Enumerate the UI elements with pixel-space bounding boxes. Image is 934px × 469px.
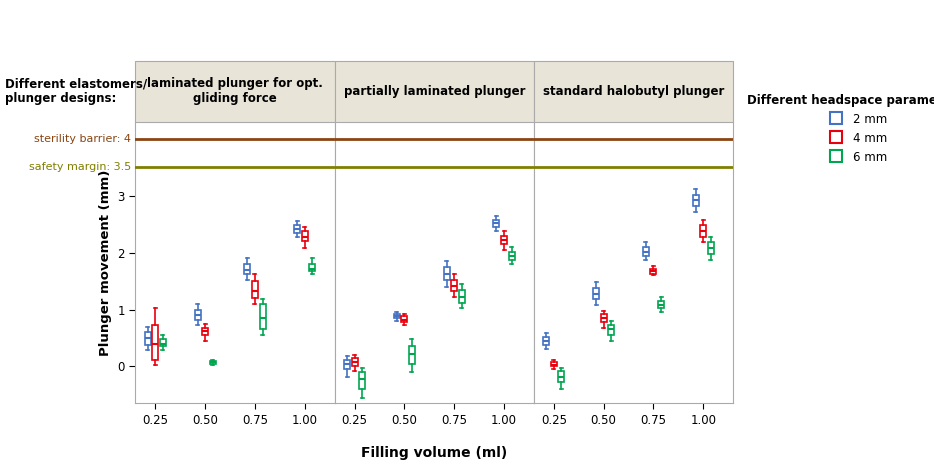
PathPatch shape: [294, 226, 300, 233]
PathPatch shape: [210, 361, 216, 363]
Legend: 2 mm, 4 mm, 6 mm: 2 mm, 4 mm, 6 mm: [743, 91, 934, 167]
PathPatch shape: [351, 358, 358, 366]
Text: standard halobutyl plunger: standard halobutyl plunger: [543, 85, 724, 98]
PathPatch shape: [551, 362, 557, 366]
PathPatch shape: [252, 281, 258, 298]
PathPatch shape: [643, 247, 649, 256]
PathPatch shape: [145, 332, 150, 345]
PathPatch shape: [700, 226, 706, 237]
PathPatch shape: [601, 314, 607, 322]
Text: sterility barrier: 4: sterility barrier: 4: [34, 134, 131, 144]
PathPatch shape: [202, 328, 208, 335]
PathPatch shape: [693, 195, 699, 206]
PathPatch shape: [444, 267, 449, 280]
PathPatch shape: [160, 339, 166, 347]
Text: safety margin: 3.5: safety margin: 3.5: [29, 162, 131, 173]
PathPatch shape: [493, 219, 500, 227]
Y-axis label: Plunger movement (mm): Plunger movement (mm): [99, 169, 112, 356]
PathPatch shape: [302, 231, 308, 242]
PathPatch shape: [360, 372, 365, 389]
PathPatch shape: [451, 280, 458, 291]
PathPatch shape: [658, 301, 664, 309]
PathPatch shape: [501, 235, 507, 244]
PathPatch shape: [309, 264, 316, 271]
Text: partially laminated plunger: partially laminated plunger: [344, 85, 525, 98]
PathPatch shape: [402, 317, 407, 322]
PathPatch shape: [459, 290, 465, 303]
PathPatch shape: [152, 325, 159, 360]
PathPatch shape: [394, 314, 400, 318]
PathPatch shape: [344, 360, 350, 369]
PathPatch shape: [593, 288, 599, 299]
Text: Filling volume (ml): Filling volume (ml): [361, 446, 507, 460]
PathPatch shape: [608, 325, 615, 335]
PathPatch shape: [650, 269, 657, 274]
PathPatch shape: [559, 371, 564, 382]
PathPatch shape: [708, 242, 714, 254]
PathPatch shape: [260, 304, 265, 329]
PathPatch shape: [245, 264, 250, 274]
PathPatch shape: [194, 310, 201, 320]
PathPatch shape: [409, 347, 415, 363]
PathPatch shape: [509, 251, 515, 259]
PathPatch shape: [544, 337, 549, 345]
Text: laminated plunger for opt.
gliding force: laminated plunger for opt. gliding force: [148, 77, 323, 106]
Text: Different elastomers/
plunger designs:: Different elastomers/ plunger designs:: [5, 77, 147, 106]
